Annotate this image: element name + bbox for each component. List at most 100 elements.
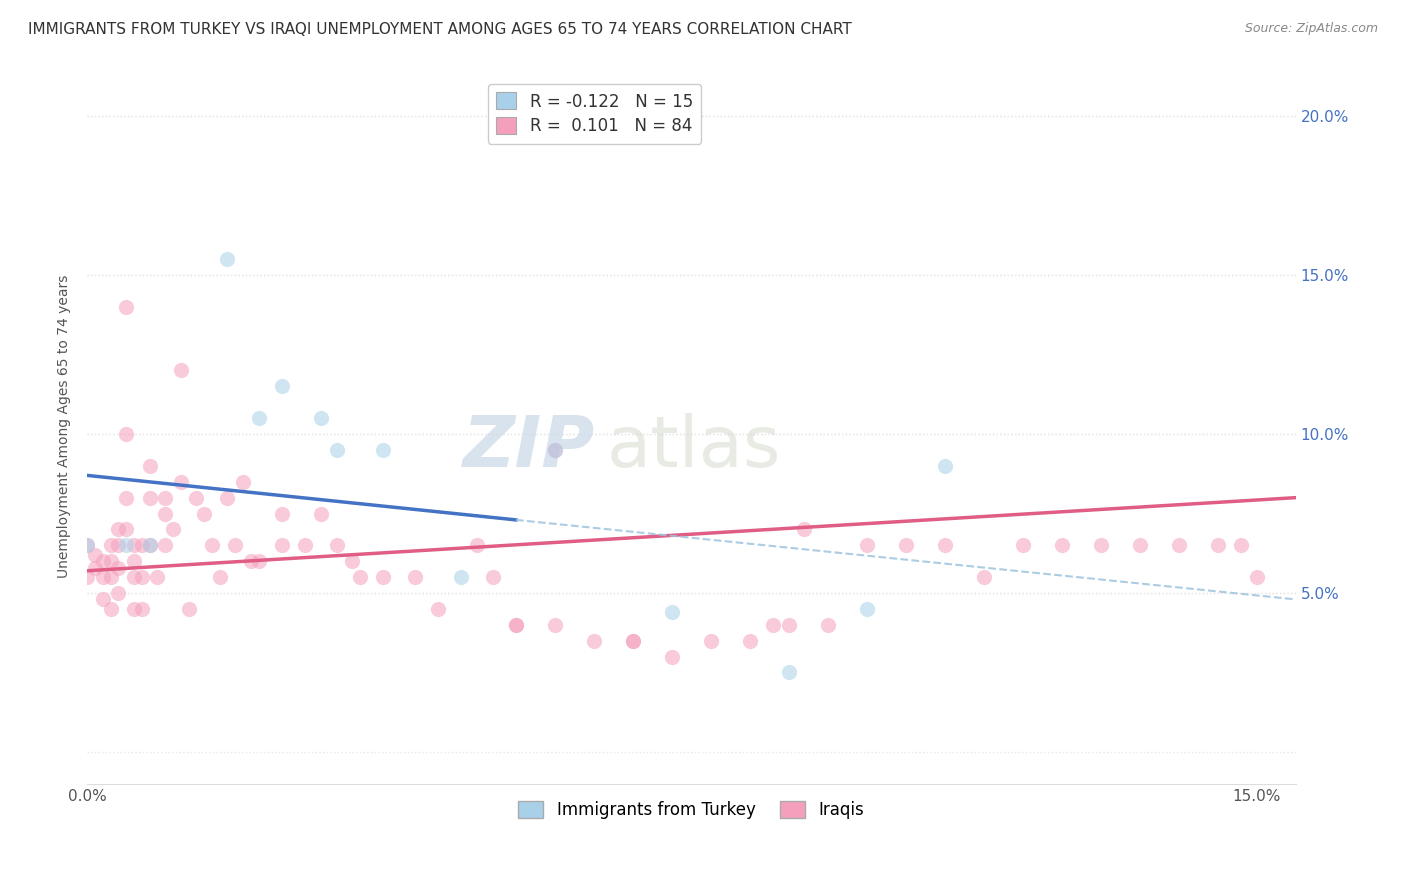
Point xyxy=(1050,538,1073,552)
Point xyxy=(247,554,270,568)
Point xyxy=(700,633,723,648)
Point xyxy=(177,602,200,616)
Point xyxy=(450,570,472,584)
Point xyxy=(208,570,231,584)
Point xyxy=(247,411,270,425)
Point xyxy=(232,475,254,489)
Point xyxy=(138,538,160,552)
Point xyxy=(162,523,184,537)
Text: atlas: atlas xyxy=(607,413,782,482)
Point xyxy=(107,586,129,600)
Point xyxy=(1230,538,1253,552)
Point xyxy=(661,649,683,664)
Point xyxy=(342,554,364,568)
Point xyxy=(544,442,567,457)
Point xyxy=(239,554,262,568)
Point xyxy=(115,427,138,442)
Point xyxy=(309,507,332,521)
Point xyxy=(762,617,785,632)
Point xyxy=(1090,538,1112,552)
Point xyxy=(1129,538,1152,552)
Point xyxy=(122,538,145,552)
Point xyxy=(122,554,145,568)
Point xyxy=(855,602,877,616)
Point xyxy=(84,560,107,574)
Point xyxy=(100,602,122,616)
Point xyxy=(1167,538,1189,552)
Point xyxy=(817,617,839,632)
Point xyxy=(186,491,208,505)
Point xyxy=(544,617,567,632)
Point xyxy=(271,538,294,552)
Point xyxy=(115,300,138,314)
Point xyxy=(115,538,138,552)
Point xyxy=(91,554,114,568)
Point xyxy=(349,570,371,584)
Point xyxy=(373,570,395,584)
Point xyxy=(138,458,160,473)
Point xyxy=(138,491,160,505)
Point xyxy=(131,602,153,616)
Point xyxy=(427,602,450,616)
Point xyxy=(934,458,956,473)
Point xyxy=(778,665,800,680)
Point xyxy=(91,570,114,584)
Point xyxy=(170,475,193,489)
Point xyxy=(778,617,800,632)
Point xyxy=(224,538,246,552)
Point xyxy=(1206,538,1229,552)
Point xyxy=(153,507,176,521)
Point xyxy=(153,491,176,505)
Point xyxy=(309,411,332,425)
Point xyxy=(738,633,761,648)
Point xyxy=(505,617,527,632)
Point xyxy=(271,379,294,393)
Y-axis label: Unemployment Among Ages 65 to 74 years: Unemployment Among Ages 65 to 74 years xyxy=(58,275,72,578)
Point xyxy=(138,538,160,552)
Point xyxy=(115,491,138,505)
Point xyxy=(217,491,239,505)
Point xyxy=(582,633,605,648)
Point xyxy=(1246,570,1268,584)
Point xyxy=(153,538,176,552)
Point xyxy=(271,507,294,521)
Point xyxy=(217,252,239,267)
Point xyxy=(122,602,145,616)
Point xyxy=(544,442,567,457)
Point xyxy=(76,538,98,552)
Point xyxy=(76,538,98,552)
Point xyxy=(193,507,215,521)
Text: Source: ZipAtlas.com: Source: ZipAtlas.com xyxy=(1244,22,1378,36)
Point xyxy=(84,548,107,562)
Point xyxy=(294,538,316,552)
Point xyxy=(465,538,488,552)
Point xyxy=(973,570,995,584)
Point xyxy=(100,554,122,568)
Point xyxy=(373,442,395,457)
Point xyxy=(894,538,917,552)
Point xyxy=(934,538,956,552)
Text: ZIP: ZIP xyxy=(463,413,595,482)
Point xyxy=(201,538,224,552)
Point xyxy=(131,570,153,584)
Point xyxy=(325,538,347,552)
Point xyxy=(793,523,815,537)
Point xyxy=(100,570,122,584)
Point xyxy=(170,363,193,377)
Point xyxy=(122,570,145,584)
Point xyxy=(505,617,527,632)
Point xyxy=(76,570,98,584)
Point xyxy=(661,605,683,619)
Point xyxy=(855,538,877,552)
Point xyxy=(107,523,129,537)
Text: IMMIGRANTS FROM TURKEY VS IRAQI UNEMPLOYMENT AMONG AGES 65 TO 74 YEARS CORRELATI: IMMIGRANTS FROM TURKEY VS IRAQI UNEMPLOY… xyxy=(28,22,852,37)
Point xyxy=(100,538,122,552)
Point xyxy=(621,633,644,648)
Legend: Immigrants from Turkey, Iraqis: Immigrants from Turkey, Iraqis xyxy=(512,794,872,825)
Point xyxy=(325,442,347,457)
Point xyxy=(115,523,138,537)
Point xyxy=(621,633,644,648)
Point xyxy=(107,538,129,552)
Point xyxy=(107,560,129,574)
Point xyxy=(131,538,153,552)
